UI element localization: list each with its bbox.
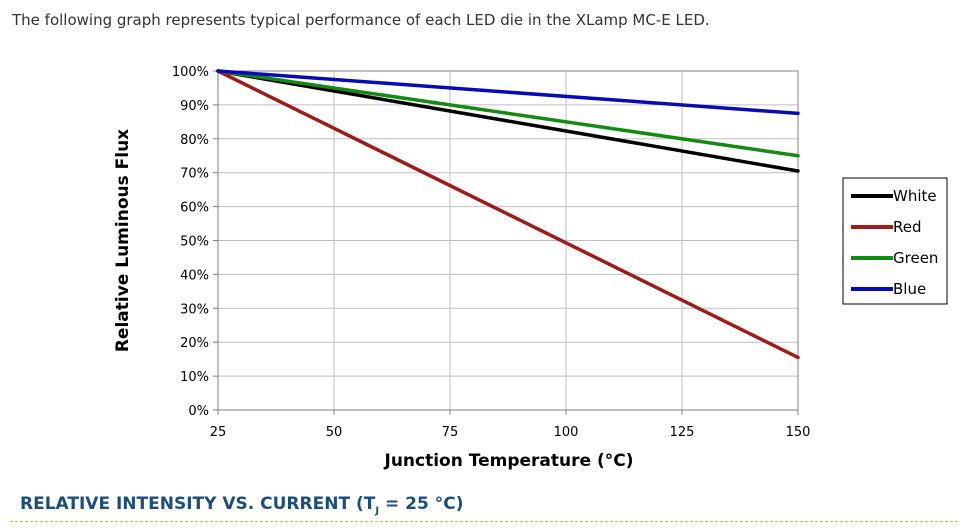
series-line-red [216, 69, 800, 360]
series-line-blue [216, 69, 800, 116]
section-divider [10, 521, 958, 522]
legend-label-white: White [893, 187, 937, 205]
series-line-green [216, 69, 800, 158]
y-tick-label: 40% [180, 268, 209, 283]
section-heading-prefix: RELATIVE INTENSITY VS. CURRENT (T [20, 494, 376, 514]
y-tick-label: 10% [180, 370, 209, 385]
y-tick-label: 30% [180, 302, 209, 317]
legend-label-blue: Blue [893, 280, 926, 298]
y-axis-title: Relative Luminous Flux [113, 129, 133, 352]
y-tick-label: 90% [180, 99, 209, 114]
series-line-white [216, 69, 800, 173]
legend-label-red: Red [893, 218, 922, 236]
x-tick-label: 100 [554, 425, 579, 440]
x-tick-label: 75 [442, 425, 459, 440]
y-tick-label: 50% [180, 235, 209, 250]
x-tick-label: 25 [210, 425, 227, 440]
section-heading: RELATIVE INTENSITY VS. CURRENT (TJ = 25 … [20, 494, 463, 516]
y-axis-ticks: 0% 10% 20% 30% 40% 50% 60% 70% 80% 90% 100% [172, 65, 218, 419]
y-tick-label: 80% [180, 133, 209, 148]
luminous-flux-chart: 0% 10% 20% 30% 40% 50% 60% 70% 80% 90% 100% 25 50 75… [113, 65, 948, 471]
y-tick-label: 20% [180, 336, 209, 351]
series-lines [216, 69, 800, 360]
legend-box [842, 177, 948, 305]
section-heading-suffix: = 25 °C) [379, 494, 464, 514]
y-tick-label: 60% [180, 201, 209, 216]
y-tick-label: 0% [188, 404, 209, 419]
y-tick-label: 100% [172, 65, 209, 80]
legend-label-green: Green [893, 249, 938, 267]
x-tick-label: 50 [326, 425, 343, 440]
x-tick-label: 150 [786, 425, 811, 440]
x-axis-ticks: 25 50 75 100 125 150 [210, 410, 811, 440]
x-tick-label: 125 [670, 425, 695, 440]
x-axis-title: Junction Temperature (°C) [384, 451, 634, 471]
section-heading-subscript: J [375, 505, 380, 517]
intro-text: The following graph represents typical p… [12, 11, 710, 29]
y-tick-label: 70% [180, 167, 209, 182]
chart-legend: White Red Green Blue [842, 177, 948, 305]
